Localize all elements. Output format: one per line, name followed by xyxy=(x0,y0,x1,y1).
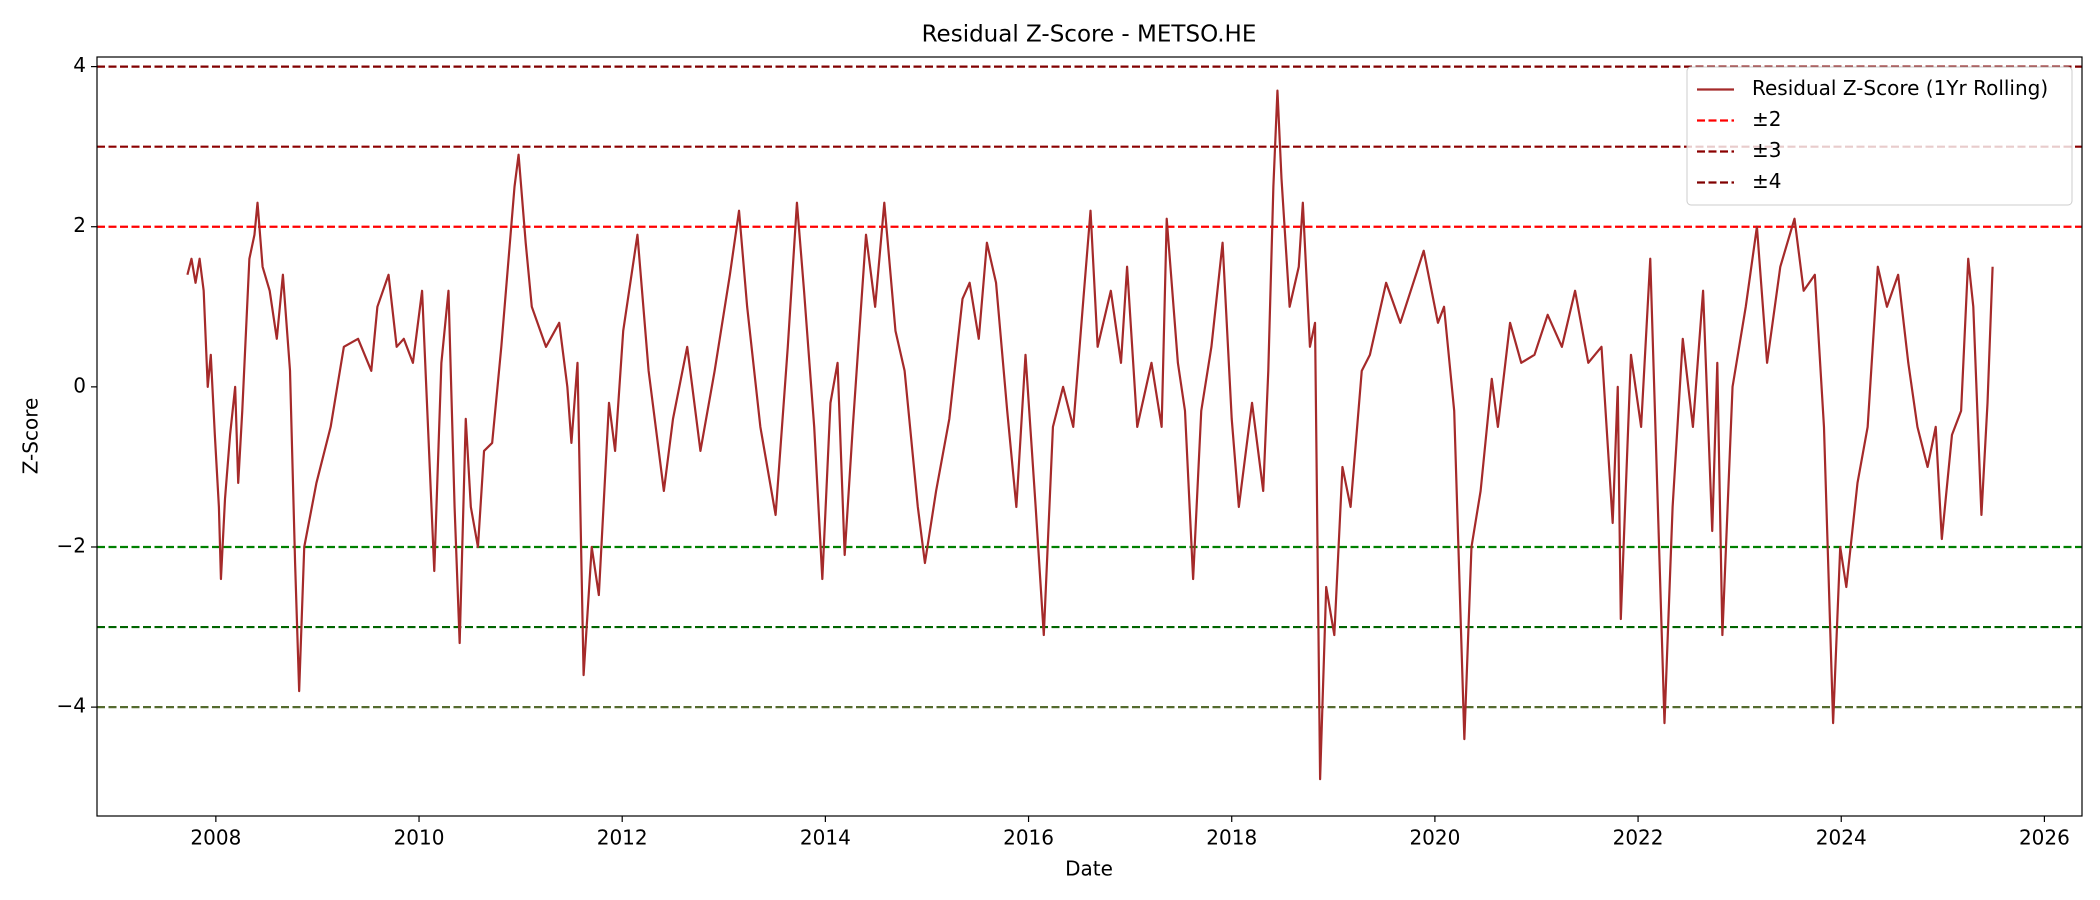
y-tick-label: −4 xyxy=(57,694,86,718)
y-axis-label: Z-Score xyxy=(19,398,43,475)
x-tick-label: 2026 xyxy=(2019,826,2070,850)
legend-label: ±2 xyxy=(1752,107,1781,131)
y-tick-label: 4 xyxy=(73,53,86,77)
y-tick-label: 2 xyxy=(73,213,86,237)
x-tick-label: 2010 xyxy=(394,826,445,850)
x-tick-label: 2020 xyxy=(1409,826,1460,850)
y-tick-label: 0 xyxy=(73,373,86,397)
legend-label: ±3 xyxy=(1752,138,1781,162)
x-tick-label: 2024 xyxy=(1816,826,1867,850)
x-axis-label: Date xyxy=(1065,857,1113,881)
x-tick-label: 2014 xyxy=(800,826,851,850)
legend-box xyxy=(1686,66,2073,206)
series-line xyxy=(186,89,1994,781)
x-tick-label: 2016 xyxy=(1003,826,1054,850)
x-tick-label: 2018 xyxy=(1206,826,1257,850)
x-tick-label: 2012 xyxy=(597,826,648,850)
legend-label: ±4 xyxy=(1752,169,1781,193)
x-tick-label: 2022 xyxy=(1613,826,1664,850)
x-tick-label: 2008 xyxy=(190,826,241,850)
chart-title: Residual Z-Score - METSO.HE xyxy=(922,22,1257,48)
legend-label: Residual Z-Score (1Yr Rolling) xyxy=(1752,76,2048,100)
plot-frame xyxy=(96,56,2083,817)
legend: Residual Z-Score (1Yr Rolling) ±2 ±3 ±4 xyxy=(1686,66,2073,206)
y-tick-label: −2 xyxy=(57,533,86,557)
